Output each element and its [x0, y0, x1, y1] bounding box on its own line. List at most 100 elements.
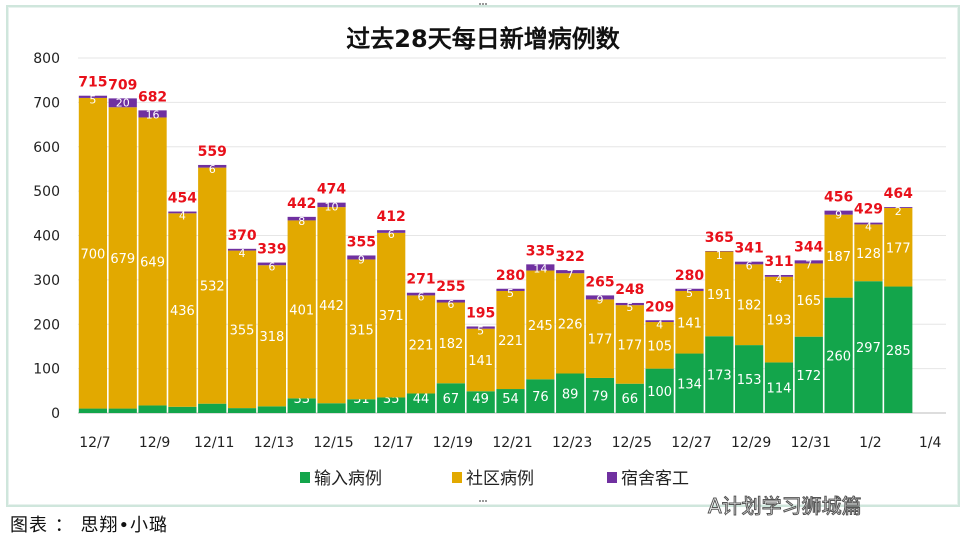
segment-label: 4 [239, 247, 246, 260]
segment-label: 10 [325, 201, 339, 214]
segment-label: 141 [677, 316, 702, 331]
segment-label: 8 [298, 215, 305, 228]
bar-segment-dormitory [526, 264, 555, 271]
bar-segment-imported [675, 353, 704, 413]
segment-label: 100 [647, 385, 672, 400]
bar-segment-community [705, 251, 734, 337]
segment-label: 9 [358, 253, 365, 266]
x-tick-label: 12/27 [671, 435, 711, 451]
y-tick-label: 100 [33, 362, 60, 378]
segment-label: 318 [259, 330, 284, 345]
segment-label: 436 [170, 304, 195, 319]
segment-label: 5 [477, 324, 484, 337]
bar-segment-community [257, 265, 286, 407]
y-tick-label: 200 [33, 317, 60, 333]
segment-label: 4 [179, 210, 186, 223]
x-tick-label: 12/25 [612, 435, 652, 451]
total-label: 456 [824, 190, 853, 206]
bar-segment-imported [735, 345, 764, 413]
y-tick-label: 700 [33, 95, 60, 111]
bar-segment-community [287, 220, 316, 399]
legend-label: 输入病例 [314, 469, 382, 489]
segment-label: 128 [856, 247, 881, 262]
segment-label: 442 [319, 299, 344, 314]
x-tick-label: 12/11 [194, 435, 234, 451]
bar-segment-dormitory [317, 202, 346, 208]
y-tick-label: 0 [51, 406, 60, 422]
bar-segment-imported [794, 336, 823, 413]
bar-segment-dormitory [198, 164, 227, 168]
bar-segment-community [138, 117, 167, 406]
bar-segment-community [884, 207, 913, 287]
bar-segment-community [108, 107, 137, 409]
bar-segment-dormitory [168, 211, 197, 214]
x-tick-label: 1/2 [859, 435, 882, 451]
segment-label: 226 [558, 317, 583, 332]
total-label: 442 [287, 196, 316, 212]
bar-segment-dormitory [556, 270, 585, 274]
bar-segment-community [675, 290, 704, 354]
segment-label: 649 [140, 255, 165, 270]
legend-swatch [452, 472, 462, 483]
bar-segment-community [556, 273, 585, 374]
bar-segment-community [854, 224, 883, 282]
legend-swatch [300, 472, 310, 483]
segment-label: 173 [707, 369, 732, 384]
bar-segment-community [466, 328, 495, 392]
resize-handle-bottom[interactable] [479, 500, 487, 505]
segment-label: 1 [716, 249, 723, 262]
total-label: 709 [108, 77, 137, 93]
segment-label: 5 [507, 287, 514, 300]
bar-segment-dormitory [615, 302, 644, 306]
bar-segment-dormitory [347, 255, 376, 260]
total-label: 355 [347, 234, 376, 250]
bar-segment-dormitory [705, 251, 734, 252]
bar-segment-imported [884, 286, 913, 413]
segment-label: 182 [737, 299, 762, 314]
total-label: 412 [377, 209, 406, 225]
bar-segment-imported [78, 408, 108, 413]
bar-segment-dormitory [675, 288, 704, 291]
bar-segment-imported [227, 408, 257, 413]
bar-segment-dormitory [377, 230, 406, 233]
segment-label: 76 [532, 390, 549, 405]
bar-segment-dormitory [496, 288, 525, 291]
total-label: 339 [257, 242, 286, 258]
bar-segment-imported [466, 391, 495, 413]
total-label: 365 [705, 230, 734, 246]
bar-segment-imported [436, 383, 465, 413]
bar-segment-imported [764, 362, 794, 413]
x-tick-label: 12/13 [254, 435, 294, 451]
bar-segment-community [824, 214, 853, 298]
resize-handle-top[interactable] [479, 3, 487, 8]
x-tick-label: 12/29 [731, 435, 771, 451]
segment-label: 6 [388, 228, 395, 241]
bar-segment-imported [496, 389, 525, 413]
segment-label: 9 [596, 293, 603, 306]
bar-segment-community [347, 259, 376, 400]
bar-segment-imported [347, 399, 376, 413]
segment-label: 221 [498, 334, 523, 349]
y-tick-label: 600 [33, 140, 60, 156]
total-label: 248 [615, 282, 644, 298]
total-label: 271 [406, 272, 435, 288]
bar-segment-community [496, 290, 525, 390]
bar-segment-community [526, 270, 555, 380]
segment-label: 401 [289, 303, 314, 318]
bar-segment-imported [257, 406, 286, 413]
bar-segment-dormitory [794, 260, 823, 264]
segment-label: 20 [116, 96, 130, 109]
segment-label: 187 [826, 250, 851, 265]
watermark: A计划学习狮城篇 [708, 494, 863, 519]
stacked-bar-chart: 过去28天每日新增病例数 0 100 200 300 400 500 600 700 800 12/… [33, 25, 946, 489]
total-label: 454 [168, 191, 197, 207]
bar-segment-dormitory [645, 320, 674, 323]
bar-segment-community [406, 295, 436, 394]
segment-label: 66 [622, 392, 639, 407]
segment-label: 2 [895, 205, 902, 218]
total-label: 335 [526, 243, 555, 259]
bar-segment-imported [705, 336, 734, 413]
segment-label: 191 [707, 288, 732, 303]
legend-label: 社区病例 [466, 469, 534, 489]
bar-segment-imported [854, 281, 883, 413]
